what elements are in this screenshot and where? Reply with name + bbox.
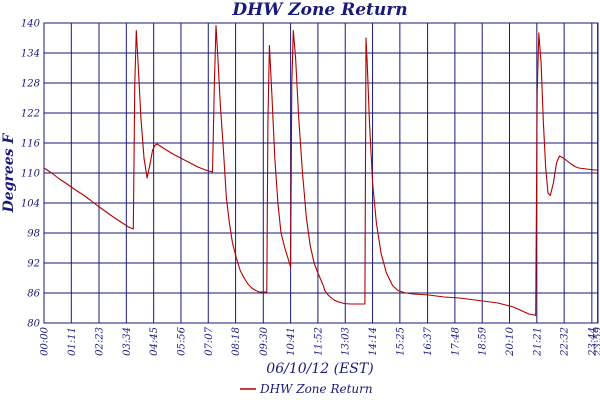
x-tick-label: 14:14 bbox=[368, 327, 379, 356]
legend: DHW Zone Return bbox=[240, 382, 373, 396]
x-tick-label: 05:56 bbox=[176, 326, 187, 355]
y-tick-label: 134 bbox=[21, 49, 40, 60]
x-tick-label: 17:48 bbox=[450, 327, 461, 356]
y-tick-label: 86 bbox=[27, 289, 40, 300]
series-line bbox=[43, 24, 598, 317]
x-tick-label: 21:21 bbox=[532, 327, 543, 357]
grid bbox=[43, 22, 599, 324]
x-tick-label: 18:59 bbox=[478, 326, 489, 355]
y-tick-label: 92 bbox=[27, 259, 40, 270]
x-tick-label: 22:32 bbox=[560, 327, 571, 357]
x-tick-label: 15:25 bbox=[395, 327, 406, 356]
x-axis-label: 06/10/12 (EST) bbox=[266, 361, 373, 377]
chart-title: DHW Zone Return bbox=[231, 0, 407, 20]
x-axis-ticks: 00:00 01:11 02:23 03:34 04:45 05:56 07:07 08:18… bbox=[40, 326, 600, 356]
x-tick-label: 00:00 bbox=[40, 326, 51, 355]
y-tick-label: 110 bbox=[21, 169, 41, 180]
x-tick-label: 20:10 bbox=[505, 326, 516, 356]
y-tick-label: 116 bbox=[21, 139, 41, 150]
x-tick-label: 11:52 bbox=[313, 327, 324, 356]
x-tick-label: 13:03 bbox=[341, 327, 352, 356]
x-tick-label: 07:07 bbox=[204, 326, 215, 355]
y-tick-label: 122 bbox=[21, 109, 40, 120]
legend-entry-label: DHW Zone Return bbox=[259, 382, 373, 396]
x-tick-label: 09:30 bbox=[259, 326, 270, 355]
x-tick-label: 10:41 bbox=[286, 327, 297, 356]
x-tick-label: 23:44 bbox=[587, 327, 598, 357]
series-lines bbox=[43, 24, 598, 317]
plot-frame bbox=[43, 22, 599, 324]
y-tick-label: 98 bbox=[27, 229, 40, 240]
y-tick-label: 140 bbox=[21, 19, 41, 30]
y-tick-label: 104 bbox=[21, 199, 40, 210]
x-tick-label: 02:23 bbox=[95, 327, 106, 356]
x-tick-label: 23:59 bbox=[593, 326, 600, 356]
x-tick-label: 08:18 bbox=[231, 327, 242, 356]
x-tick-label: 04:45 bbox=[149, 327, 160, 356]
y-tick-label: 128 bbox=[21, 79, 40, 90]
y-tick-label: 80 bbox=[27, 319, 40, 330]
x-tick-label: 01:11 bbox=[67, 327, 78, 356]
x-tick-label: 16:37 bbox=[423, 326, 434, 355]
x-tick-label: 03:34 bbox=[122, 327, 133, 356]
y-axis-label: Degrees F bbox=[1, 133, 17, 214]
y-axis-ticks: 80 86 92 98 104 110 116 122 128 134 140 bbox=[21, 19, 41, 330]
